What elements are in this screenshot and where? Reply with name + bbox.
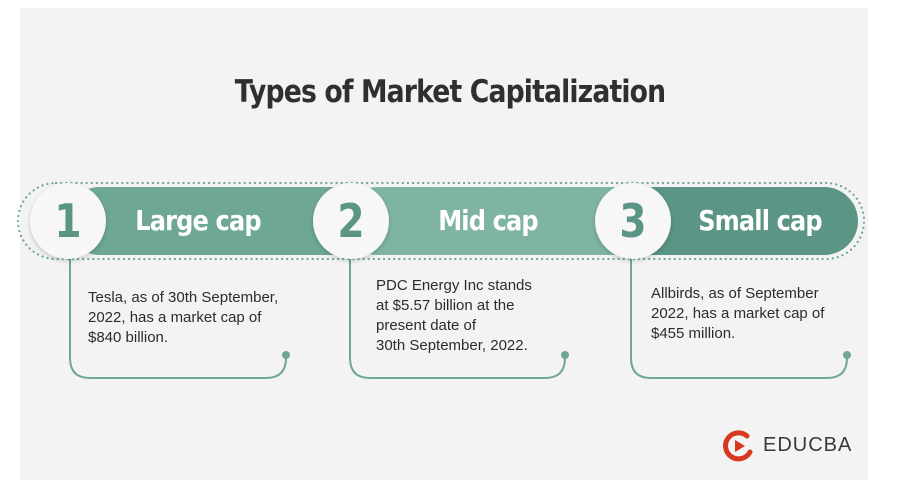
description-line: 2022, has a market cap of xyxy=(88,309,262,326)
number-circle-3 xyxy=(595,183,671,259)
connector-line-2 xyxy=(349,256,566,379)
connector-line-3 xyxy=(630,256,848,379)
number-circle-2 xyxy=(313,183,389,259)
number-circle-1 xyxy=(30,183,106,259)
connector-dot-2 xyxy=(561,351,569,359)
band-label-large-cap: Large cap xyxy=(135,204,261,237)
educba-logo-text: EDUCBA xyxy=(763,434,853,456)
page-title: Types of Market Capitalization xyxy=(234,74,666,110)
step-number-3: 3 xyxy=(619,194,647,248)
educba-logo-icon xyxy=(723,430,753,462)
band-mid-cap xyxy=(344,187,644,255)
dotted-outline xyxy=(16,181,866,261)
connector-dot-1 xyxy=(282,351,290,359)
band-label-small-cap: Small cap xyxy=(698,204,822,237)
description-mid-cap: PDC Energy Inc stands at $5.57 billion a… xyxy=(376,276,532,356)
description-line: PDC Energy Inc stands xyxy=(376,277,532,294)
description-line: 2022, has a market cap of xyxy=(651,305,825,322)
connector-line-1 xyxy=(69,256,287,379)
description-line: $840 billion. xyxy=(88,329,169,346)
description-large-cap: Tesla, as of 30th September, 2022, has a… xyxy=(88,288,278,348)
description-line: at $5.57 billion at the xyxy=(376,297,515,314)
description-line: present date of xyxy=(376,317,477,334)
description-line: $455 million. xyxy=(651,325,736,342)
band-label-mid-cap: Mid cap xyxy=(438,204,538,237)
step-number-1: 1 xyxy=(54,194,82,248)
step-number-2: 2 xyxy=(337,194,365,248)
description-line: 30th September, 2022. xyxy=(376,337,528,354)
description-line: Allbirds, as of September xyxy=(651,285,819,302)
connector-dot-3 xyxy=(843,351,851,359)
description-small-cap: Allbirds, as of September 2022, has a ma… xyxy=(651,284,824,344)
description-line: Tesla, as of 30th September, xyxy=(88,289,279,306)
